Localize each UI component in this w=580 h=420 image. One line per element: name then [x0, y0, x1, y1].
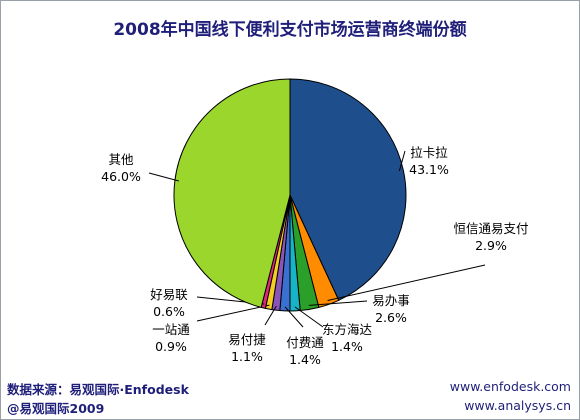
copyright: @易观国际2009 — [7, 401, 105, 416]
slice-value-label: 2.9% — [475, 238, 507, 253]
pie-slice — [289, 78, 407, 301]
slice-name-label: 付费通 — [286, 335, 324, 350]
leader-line — [308, 300, 368, 306]
leader-line — [148, 172, 180, 182]
slice-name-label: 易付捷 — [228, 332, 266, 347]
leader-line — [264, 305, 277, 326]
chart-title: 2008年中国线下便利支付市场运营商终端份额 — [113, 20, 467, 40]
leader-line — [398, 150, 406, 172]
slice-name-label: 其他 — [108, 152, 134, 167]
slice-value-label: 1.1% — [231, 349, 263, 364]
leader-line — [327, 264, 486, 301]
slice-value-label: 0.9% — [155, 339, 187, 354]
website-analysys: www.analysys.cn — [464, 398, 571, 413]
leader-line — [284, 306, 304, 328]
leader-line — [294, 306, 324, 328]
slice-value-label: 46.0% — [101, 169, 141, 184]
slice-value-label: 1.4% — [289, 352, 321, 367]
slice-value-label: 1.4% — [331, 339, 363, 354]
slice-name-label: 恒信通易支付 — [453, 221, 528, 236]
slice-value-label: 0.6% — [153, 304, 185, 319]
slice-value-label: 2.6% — [375, 310, 407, 325]
slice-name-label: 拉卡拉 — [410, 145, 448, 160]
slice-value-label: 43.1% — [409, 162, 449, 177]
data-source: 数据来源：易观国际·Enfodesk — [7, 382, 189, 397]
pie-slice — [173, 78, 291, 308]
slice-name-label: 好易联 — [150, 287, 188, 302]
leader-line — [196, 304, 270, 322]
slice-name-label: 一站通 — [152, 322, 190, 337]
slice-name-label: 易办事 — [372, 293, 410, 308]
slice-name-label: 东方海达 — [322, 322, 373, 337]
website-enfodesk: www.enfodesk.com — [449, 379, 571, 394]
